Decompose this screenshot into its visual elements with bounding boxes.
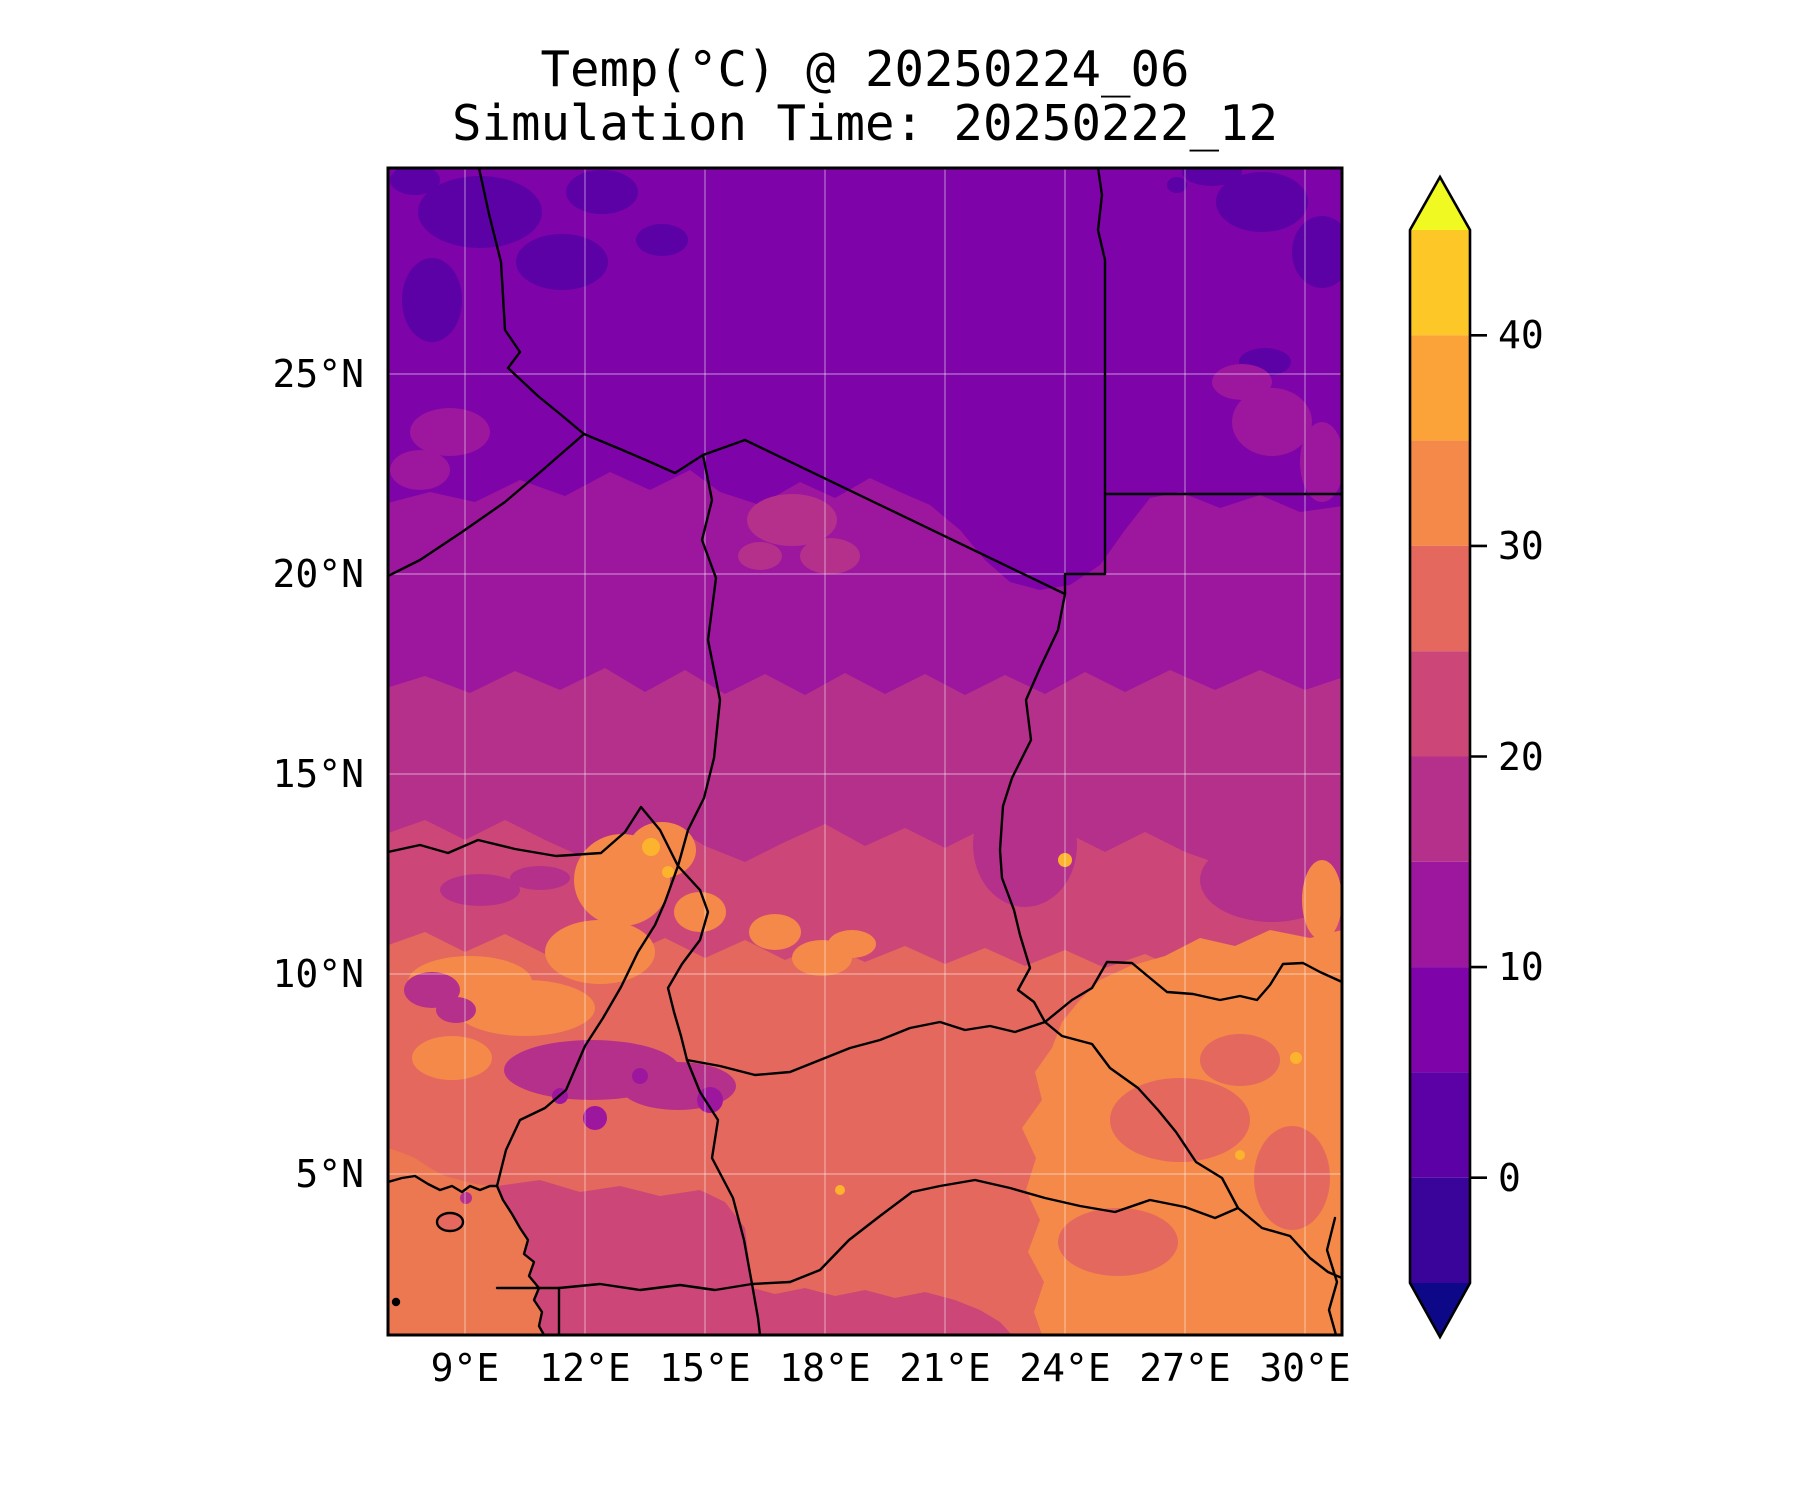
field-pockets-25-30-inside-orange (1058, 1034, 1330, 1276)
border-libya-sudan-corner (1063, 492, 1107, 596)
border-cameroon-gabon-congo (557, 1280, 792, 1292)
x-tick-label-24e: 24°E (1019, 1346, 1111, 1390)
colorbar-tick-label-30: 30 (1498, 524, 1544, 568)
border-niger-libya (582, 432, 747, 475)
border-niger-nigeria (388, 805, 680, 868)
field-patches-0-5 (390, 168, 1342, 376)
coastline-islet (391, 1297, 401, 1307)
x-tick-label-18e: 18°E (779, 1346, 871, 1390)
figure-title: Temp(°C) @ 20250224_06 (540, 41, 1190, 98)
colorbar (1408, 174, 1487, 1340)
field-patches-highland-cool (404, 972, 736, 1204)
border-nigeria-cameroon (495, 864, 680, 1188)
graticule-gridlines (388, 168, 1342, 1335)
border-chad-sudan (998, 592, 1067, 1024)
y-tick-label-15n: 15°N (272, 752, 364, 796)
border-cameroon-car (685, 1058, 762, 1335)
border-libya-chad (743, 438, 1067, 596)
x-tick-label-21e: 21°E (899, 1346, 991, 1390)
map-frame (386, 166, 1344, 1337)
colorbar-tick-label-40: 40 (1498, 313, 1544, 357)
colorbar-tick-marks (1470, 333, 1487, 1179)
field-patches-15-20 (738, 494, 860, 574)
border-chad-car (685, 1020, 1047, 1077)
border-algeria-libya (477, 168, 586, 436)
colorbar-over-arrow (1410, 177, 1470, 230)
x-tick-label-12e: 12°E (539, 1346, 631, 1390)
x-tick-label-9e: 9°E (430, 1346, 500, 1390)
field-patches-10-15 (390, 364, 1342, 502)
colorbar-tick-label-0: 0 (1498, 1156, 1521, 1200)
x-tick-label-30e: 30°E (1259, 1346, 1351, 1390)
temperature-field (388, 168, 1342, 1335)
border-niger-chad (676, 453, 722, 868)
border-car-drc (788, 1178, 1240, 1284)
figure-subtitle: Simulation Time: 20250222_12 (451, 95, 1279, 152)
x-tick-label-15e: 15°E (659, 1346, 751, 1390)
colorbar-bins (1410, 177, 1470, 1337)
border-car-southsudan (1043, 1020, 1342, 1280)
coastline-bioko-island (435, 1211, 465, 1233)
border-southsudan-uganda-drc (1325, 1216, 1339, 1335)
coastline-gulf-of-guinea (388, 1174, 546, 1335)
border-chad-cameroon (666, 864, 710, 1062)
border-algeria-niger (388, 432, 586, 578)
country-borders (388, 168, 1342, 1335)
y-tick-label-10n: 10°N (272, 952, 364, 996)
border-equatorial-guinea (495, 1286, 561, 1335)
x-tick-label-27e: 27°E (1139, 1346, 1231, 1390)
colorbar-tick-label-10: 10 (1498, 945, 1544, 989)
border-egypt-libya (1096, 168, 1107, 496)
colorbar-tick-label-20: 20 (1498, 735, 1544, 779)
y-tick-label-25n: 25°N (272, 352, 364, 396)
y-tick-label-5n: 5°N (295, 1152, 364, 1196)
colorbar-under-arrow (1410, 1283, 1470, 1337)
y-tick-label-20n: 20°N (272, 552, 364, 596)
field-specks-35-40 (642, 838, 1302, 1195)
border-sudan-southsudan (1043, 960, 1342, 1024)
colorbar-outline (1408, 174, 1472, 1340)
field-strip-20-25-congo (555, 1286, 1012, 1335)
